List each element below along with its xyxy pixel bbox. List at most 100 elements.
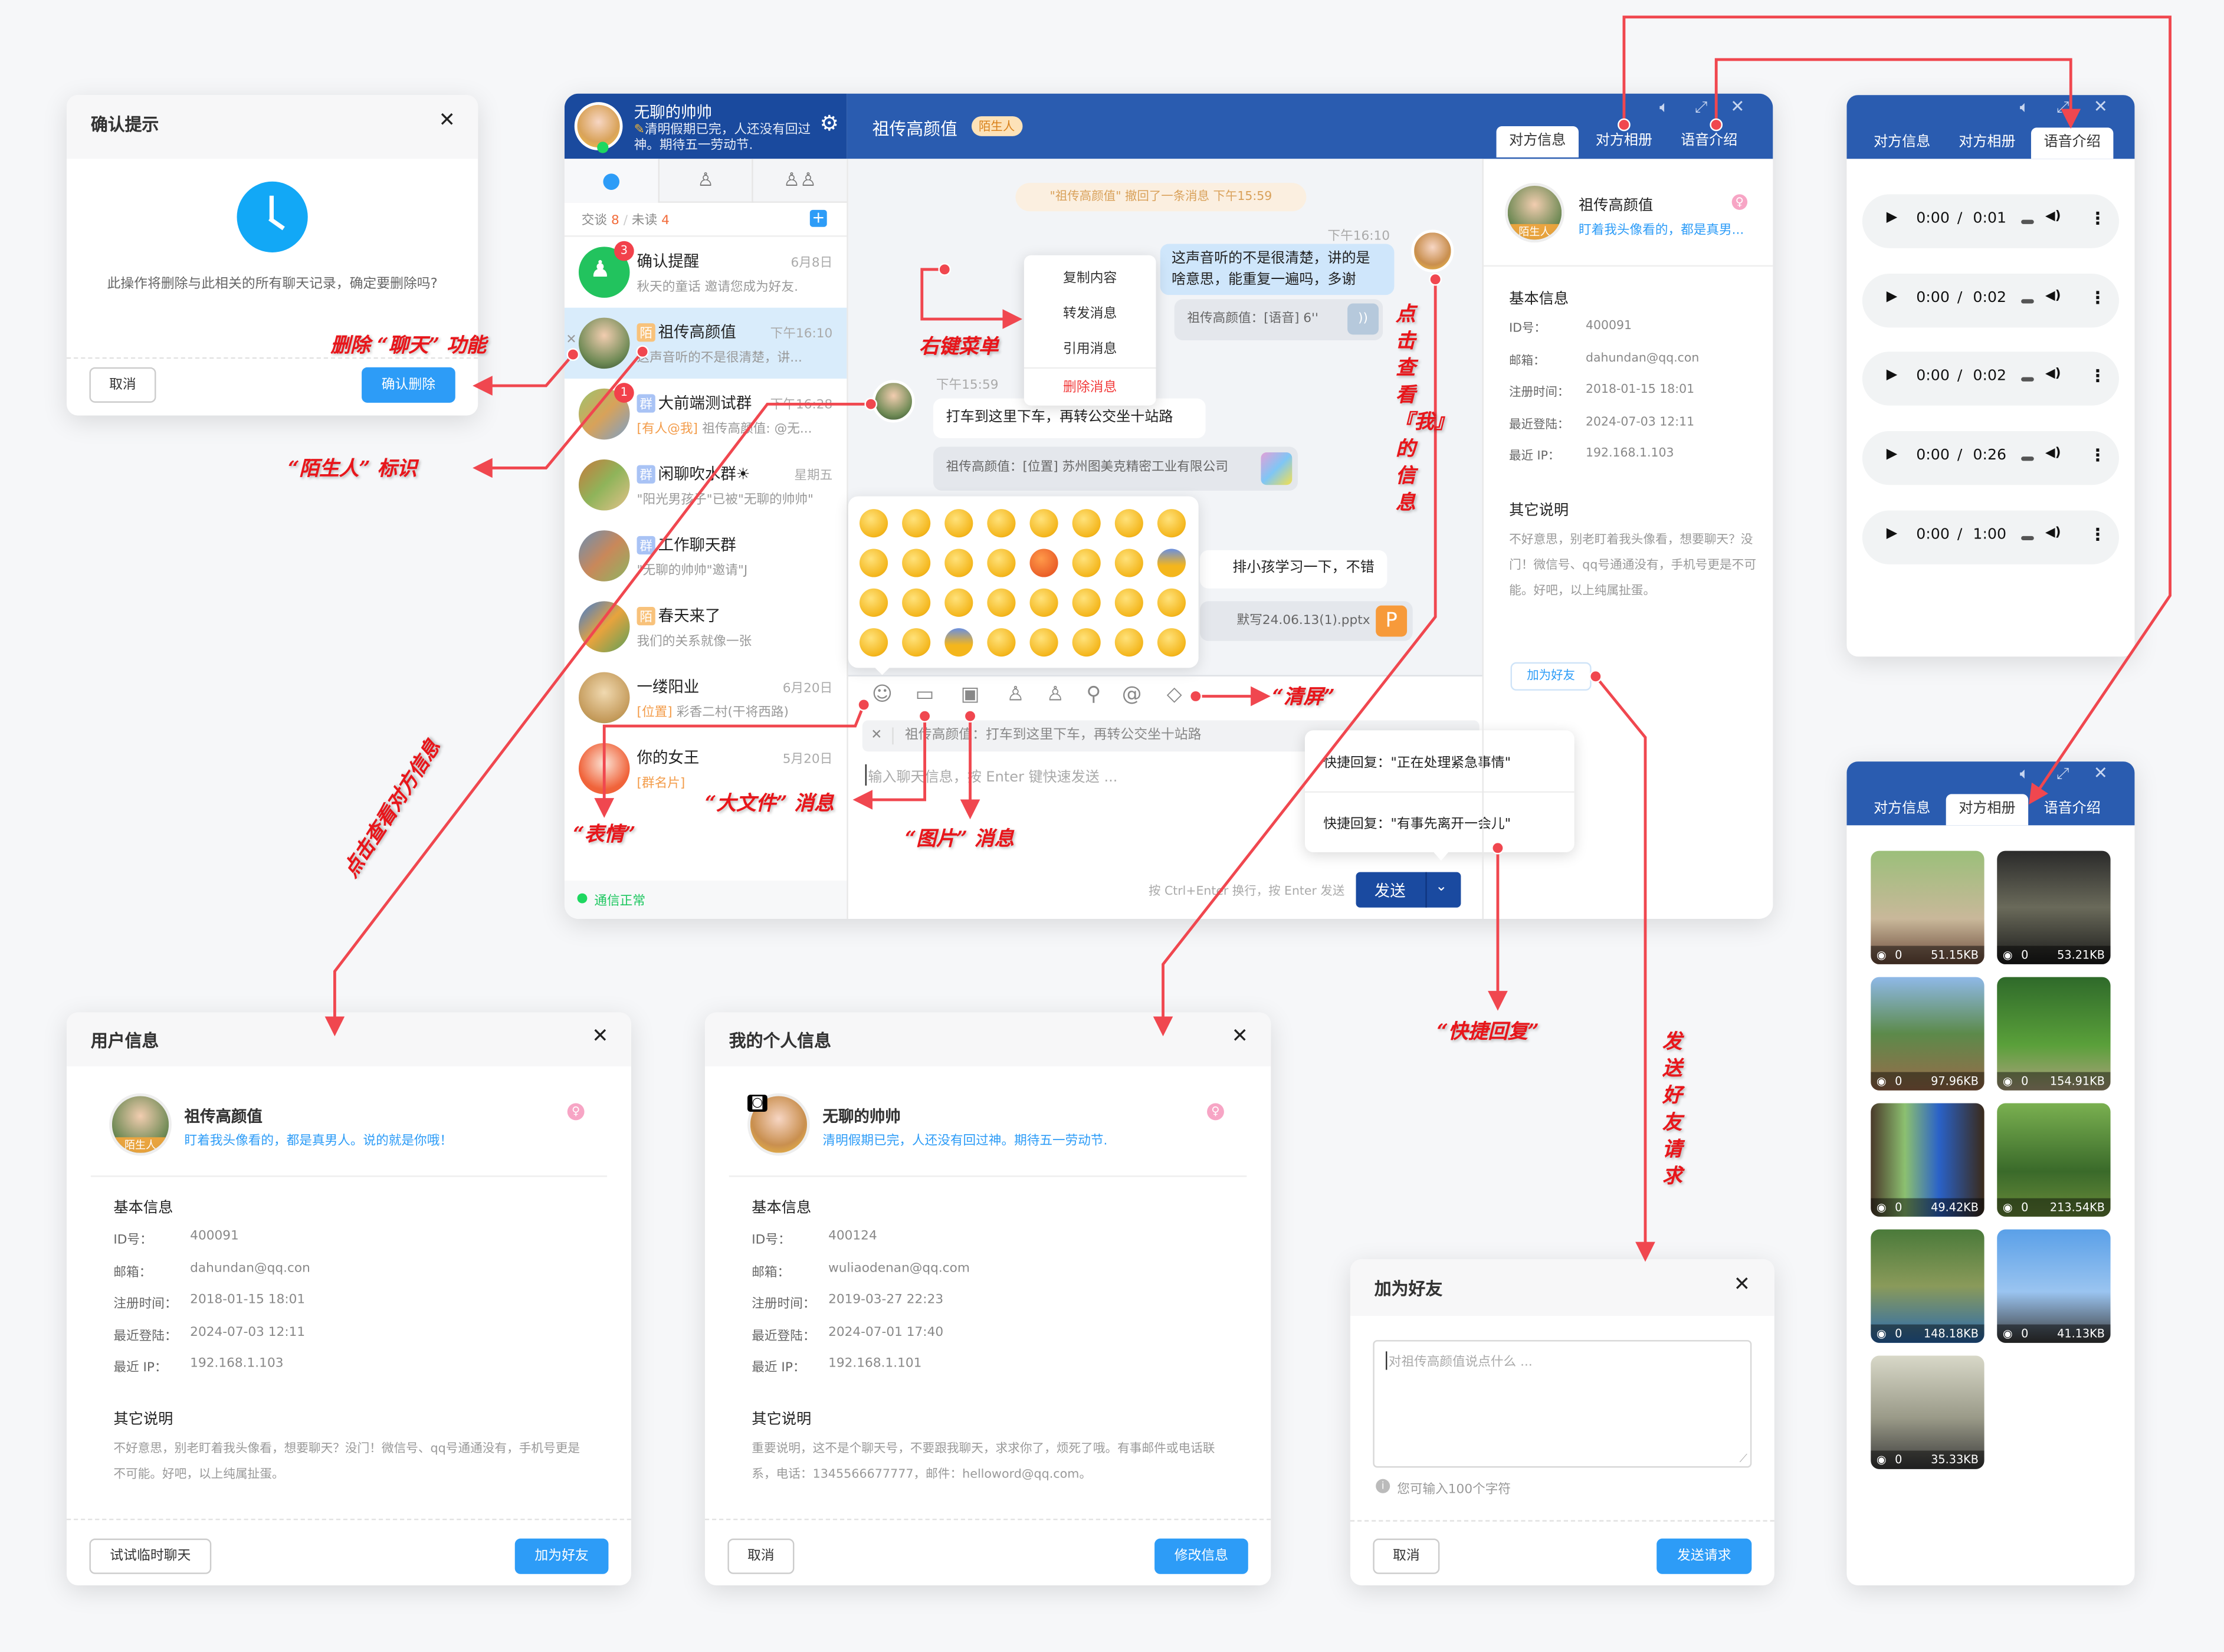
location-message-bubble[interactable]: 祖传高颜值：[位置] 苏州图美克精密工业有限公司 [933, 446, 1298, 491]
user-avatar[interactable]: 陌生人 [109, 1093, 172, 1156]
close-window-icon[interactable]: ✕ [1730, 96, 1745, 117]
conversation-item[interactable]: 群闲聊吹水群☀ 星期五 "阳光男孩子"已被"无聊的帅帅" [565, 449, 847, 520]
tab-album[interactable]: 对方相册 [1595, 133, 1653, 149]
friend-request-textarea[interactable]: 对祖传高颜值说点什么 ... ⟋ [1373, 1340, 1752, 1468]
file-message-bubble[interactable]: 默写24.06.13(1).pptx P [1200, 601, 1413, 641]
emoji-icon[interactable] [944, 628, 973, 657]
close-icon[interactable]: ✕ [1733, 1273, 1750, 1296]
more-options-icon[interactable]: ⋮ [2089, 208, 2107, 229]
volume-icon[interactable]: ◀) [2045, 209, 2061, 224]
emoji-icon[interactable] [1072, 509, 1101, 538]
album-photo[interactable]: ◉ 0 49.42KB [1871, 1103, 1984, 1217]
album-photo[interactable]: ◉ 0 35.33KB [1871, 1355, 1984, 1469]
play-icon[interactable]: ▶ [1886, 209, 1898, 226]
emoji-icon[interactable] [987, 549, 1016, 577]
my-message-bubble[interactable]: 这声音听的不是很清楚，讲的是啥意思，能重复一遍吗，多谢 [1160, 244, 1395, 295]
emoji-icon[interactable] [1072, 628, 1101, 657]
temp-chat-button[interactable]: 试试临时聊天 [89, 1538, 212, 1574]
conversation-item[interactable]: 群工作聊天群 "无聊的帅帅"邀请"J [565, 520, 847, 591]
gear-icon[interactable]: ⚙ [819, 110, 839, 136]
close-icon[interactable]: ✕ [592, 1025, 609, 1048]
audio-player[interactable]: ▶ 0:00 / 0:02 ◀) ⋮ [1862, 273, 2120, 327]
volume-icon[interactable]: 🔈︎ [2019, 97, 2029, 117]
emoji-icon[interactable] [860, 509, 888, 538]
tab-voice-intro[interactable]: 语音介绍 [2043, 801, 2101, 817]
album-photo[interactable]: ◉ 0 51.15KB [1871, 850, 1984, 964]
conversation-item[interactable]: 一缕阳业 6月20日 [位置] 彩香二村(干将西路) [565, 662, 847, 733]
volume-icon[interactable]: 🔈︎ [1659, 97, 1669, 117]
quote-close-icon[interactable]: ✕ [871, 727, 883, 743]
emoji-icon[interactable] [902, 628, 931, 657]
context-menu-item[interactable]: 复制内容 [1062, 271, 1117, 287]
emoji-icon[interactable] [1114, 628, 1143, 657]
progress-bar[interactable] [2021, 219, 2034, 224]
chat-icon[interactable]: ● [564, 159, 658, 203]
context-menu-item[interactable]: 删除消息 [1062, 380, 1117, 396]
play-icon[interactable]: ▶ [1886, 526, 1898, 541]
emoji-icon[interactable] [1029, 509, 1058, 538]
voice-message-bubble[interactable]: 祖传高颜值：[语音] 6'')) [1174, 299, 1383, 341]
conversation-item[interactable]: 陌春天来了 我们的关系就像一张 [565, 592, 847, 662]
audio-player[interactable]: ▶ 0:00 / 0:02 ◀) ⋮ [1862, 352, 2120, 406]
send-button[interactable]: 发送 ⌄ [1356, 872, 1461, 908]
resize-handle-icon[interactable]: ⟋ [1739, 1452, 1748, 1465]
progress-bar[interactable] [2021, 456, 2034, 461]
emoji-icon[interactable] [1157, 628, 1186, 657]
volume-icon[interactable]: ◀) [2045, 446, 2061, 461]
close-icon[interactable]: ✕ [438, 109, 455, 132]
more-options-icon[interactable]: ⋮ [2089, 445, 2107, 465]
more-options-icon[interactable]: ⋮ [2089, 287, 2107, 307]
emoji-icon[interactable] [987, 588, 1016, 617]
emoji-icon[interactable] [944, 588, 973, 617]
conversation-item[interactable]: ♟ 3 确认提醒 6月8日 秋天的童话 邀请您成为好友. [565, 237, 847, 308]
group-card-icon[interactable]: ♙ [1046, 683, 1064, 707]
my-message-avatar[interactable] [1411, 229, 1454, 272]
context-menu-item[interactable]: 转发消息 [1062, 306, 1117, 322]
remove-conversation-icon[interactable]: ✕ [566, 333, 577, 348]
album-photo[interactable]: ◉ 0 148.18KB [1871, 1229, 1984, 1343]
emoji-icon[interactable] [1114, 588, 1143, 617]
add-friend-button[interactable]: 加为好友 [514, 1538, 609, 1574]
volume-icon[interactable]: 🔈︎ [2019, 764, 2029, 783]
send-options-chevron-icon[interactable]: ⌄ [1435, 879, 1448, 895]
image-icon[interactable]: ▣ [960, 683, 980, 707]
progress-bar[interactable] [2021, 377, 2034, 382]
camera-icon[interactable]: ◙ [747, 1095, 767, 1112]
emoji-icon[interactable] [1114, 549, 1143, 577]
emoji-icon[interactable] [1114, 509, 1143, 538]
album-photo[interactable]: ◉ 0 41.13KB [1997, 1229, 2111, 1343]
emoji-icon[interactable] [1157, 588, 1186, 617]
tab-voice-intro[interactable]: 语音介绍 [2031, 127, 2114, 159]
album-photo[interactable]: ◉ 0 213.54KB [1997, 1103, 2111, 1217]
pencil-icon[interactable]: ✎ [634, 123, 645, 138]
tab-voice-intro[interactable]: 语音介绍 [1681, 133, 1738, 149]
emoji-icon[interactable] [902, 588, 931, 617]
emoji-icon[interactable] [944, 509, 973, 538]
cancel-button[interactable]: 取消 [89, 367, 156, 403]
emoji-icon[interactable] [944, 549, 973, 577]
profile-avatar[interactable]: 陌生人 [1504, 183, 1564, 243]
expand-icon[interactable]: ⤢ [2056, 97, 2069, 117]
play-icon[interactable]: ▶ [1886, 367, 1898, 384]
audio-player[interactable]: ▶ 0:00 / 1:00 ◀) ⋮ [1862, 510, 2120, 564]
other-avatar[interactable] [872, 380, 915, 423]
emoji-icon[interactable] [902, 549, 931, 577]
send-request-button[interactable]: 发送请求 [1656, 1538, 1752, 1574]
emoji-icon[interactable] [1157, 509, 1186, 538]
voice-wave-icon[interactable]: )) [1347, 303, 1379, 335]
contacts-icon[interactable]: ♙ [658, 159, 752, 203]
progress-bar[interactable] [2021, 536, 2034, 540]
emoji-icon[interactable] [987, 628, 1016, 657]
edit-info-button[interactable]: 修改信息 [1154, 1538, 1248, 1574]
close-panel-icon[interactable]: ✕ [2093, 763, 2108, 783]
expand-icon[interactable]: ⤢ [2056, 764, 2069, 783]
groups-icon[interactable]: ♙♙ [752, 159, 847, 203]
emoji-icon[interactable] [1072, 588, 1101, 617]
play-icon[interactable]: ▶ [1886, 288, 1898, 305]
confirm-delete-button[interactable]: 确认删除 [362, 367, 455, 403]
play-icon[interactable]: ▶ [1886, 446, 1898, 463]
album-photo[interactable]: ◉ 0 53.21KB [1997, 850, 2111, 964]
more-options-icon[interactable]: ⋮ [2089, 524, 2107, 544]
emoji-icon[interactable] [902, 509, 931, 538]
album-photo[interactable]: ◉ 0 97.96KB [1871, 977, 1984, 1091]
